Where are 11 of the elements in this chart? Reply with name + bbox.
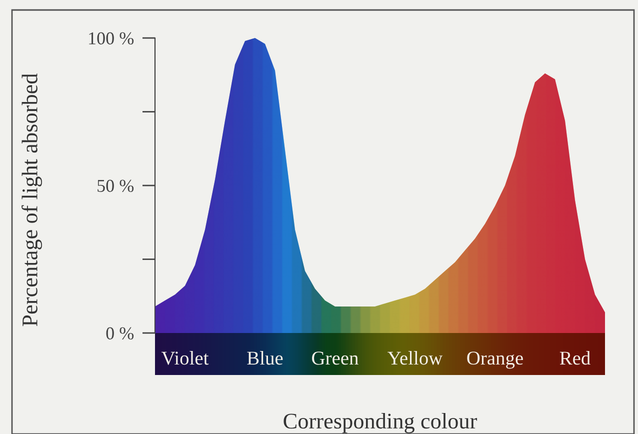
x-tick-label: Blue	[247, 351, 283, 365]
y-axis-title: Percentage of light absorbed	[22, 73, 42, 326]
x-axis-title: Corresponding colour	[284, 413, 478, 434]
y-tick-label: 0 %	[106, 327, 134, 340]
y-tick-label: 50 %	[98, 180, 134, 192]
y-tick-label: 100 %	[89, 32, 134, 44]
x-tick-label: Yellow	[388, 351, 443, 365]
x-tick-label: Violet	[162, 351, 209, 365]
x-tick-label: Red	[560, 351, 590, 365]
x-tick-label: Green	[312, 352, 358, 365]
x-tick-label: Orange	[467, 352, 523, 369]
